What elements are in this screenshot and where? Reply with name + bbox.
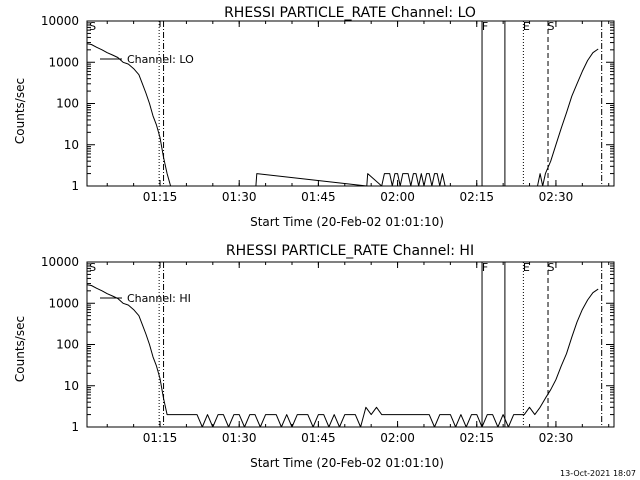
series-line <box>86 43 599 187</box>
x-axis-label: Start Time (20-Feb-02 01:01:10) <box>250 215 444 229</box>
event-marker-label: E <box>523 20 530 33</box>
chart-title: RHESSI PARTICLE_RATE Channel: HI <box>226 243 474 259</box>
x-tick-label: 02:15 <box>459 431 494 445</box>
chart-panel-hi: RHESSI PARTICLE_RATE Channel: HI Counts/… <box>13 243 615 470</box>
event-marker-label: S <box>89 20 96 33</box>
chart-panel-lo: RHESSI PARTICLE_RATE Channel: LO Counts/… <box>13 5 615 229</box>
axes-frame <box>86 20 615 187</box>
x-tick-label: 02:00 <box>380 190 415 204</box>
y-tick-label: 1000 <box>48 296 79 310</box>
event-marker-label: F <box>482 261 488 274</box>
x-tick-label: 01:45 <box>301 190 336 204</box>
event-marker-label: S <box>89 261 96 274</box>
plot-area: 01:15 01:30 01:45 02:00 02:15 02:30 1 10 100 1000… <box>41 14 615 204</box>
y-tick-label: 100 <box>56 97 79 111</box>
y-axis-label: Counts/sec <box>13 316 27 382</box>
y-tick-label: 10000 <box>41 14 79 28</box>
x-tick-label: 02:30 <box>539 431 574 445</box>
plot-area: 01:15 01:30 01:45 02:00 02:15 02:30 1 10 100 1000… <box>41 255 615 445</box>
y-tick-label: 1000 <box>48 55 79 69</box>
x-axis-label: Start Time (20-Feb-02 01:01:10) <box>250 456 444 470</box>
y-tick-label: 100 <box>56 338 79 352</box>
footer-timestamp: 13-Oct-2021 18:07 <box>560 469 636 478</box>
x-tick-label: 01:45 <box>301 431 336 445</box>
chart-title: RHESSI PARTICLE_RATE Channel: LO <box>224 5 476 21</box>
x-tick-label: 02:00 <box>380 431 415 445</box>
x-tick-label: 01:30 <box>222 431 257 445</box>
legend-label: Channel: LO <box>127 53 194 66</box>
x-tick-label: 01:30 <box>222 190 257 204</box>
y-tick-label: 10 <box>64 138 79 152</box>
y-tick-label: 1 <box>71 420 79 434</box>
y-tick-label: 1 <box>71 179 79 193</box>
x-tick-label: 01:15 <box>143 431 178 445</box>
x-tick-label: 01:15 <box>143 190 178 204</box>
x-tick-label: 02:30 <box>539 190 574 204</box>
event-marker-label: S <box>548 20 555 33</box>
y-axis-label: Counts/sec <box>13 78 27 144</box>
event-marker-label: E <box>523 261 530 274</box>
series-line <box>86 284 599 428</box>
event-marker-label: S <box>548 261 555 274</box>
y-tick-label: 10000 <box>41 255 79 269</box>
y-tick-label: 10 <box>64 379 79 393</box>
x-tick-label: 02:15 <box>459 190 494 204</box>
event-marker-label: F <box>482 20 488 33</box>
axes-frame <box>86 261 615 428</box>
